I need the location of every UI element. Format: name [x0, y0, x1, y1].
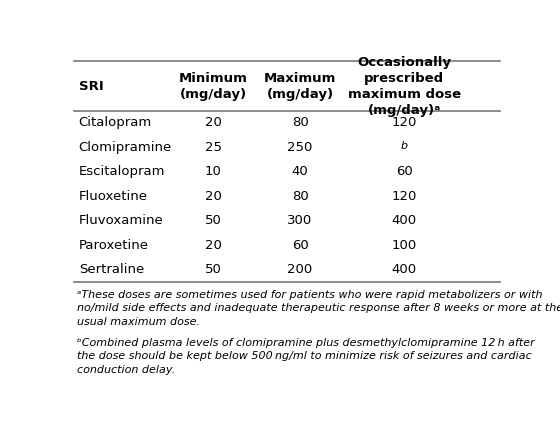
Text: ᵇCombined plasma levels of clomipramine plus desmethylclomipramine 12 h after
th: ᵇCombined plasma levels of clomipramine … — [77, 338, 534, 374]
Text: 40: 40 — [292, 165, 309, 178]
Text: ᵃThese doses are sometimes used for patients who were rapid metabolizers or with: ᵃThese doses are sometimes used for pati… — [77, 290, 560, 327]
Text: Fluvoxamine: Fluvoxamine — [78, 214, 164, 227]
Text: 50: 50 — [205, 263, 222, 276]
Text: 60: 60 — [292, 239, 309, 252]
Text: Citalopram: Citalopram — [78, 116, 152, 129]
Text: 300: 300 — [287, 214, 312, 227]
Text: 20: 20 — [205, 190, 222, 203]
Text: 400: 400 — [391, 214, 417, 227]
Text: 25: 25 — [205, 141, 222, 154]
Text: 50: 50 — [205, 214, 222, 227]
Text: 60: 60 — [396, 165, 413, 178]
Text: 120: 120 — [391, 116, 417, 129]
Text: 80: 80 — [292, 116, 309, 129]
Text: b: b — [400, 141, 408, 151]
Text: 250: 250 — [287, 141, 312, 154]
Text: 20: 20 — [205, 239, 222, 252]
Text: Sertraline: Sertraline — [78, 263, 144, 276]
Text: Escitalopram: Escitalopram — [78, 165, 165, 178]
Text: SRI: SRI — [78, 79, 104, 93]
Text: Occasionally
prescribed
maximum dose
(mg/day)ᵃ: Occasionally prescribed maximum dose (mg… — [348, 56, 461, 116]
Text: Minimum
(mg/day): Minimum (mg/day) — [179, 71, 248, 101]
Text: Clomipramine: Clomipramine — [78, 141, 172, 154]
Text: 400: 400 — [391, 263, 417, 276]
Text: Maximum
(mg/day): Maximum (mg/day) — [264, 71, 336, 101]
Text: 120: 120 — [391, 190, 417, 203]
Text: 20: 20 — [205, 116, 222, 129]
Text: 80: 80 — [292, 190, 309, 203]
Text: 200: 200 — [287, 263, 312, 276]
Text: 100: 100 — [391, 239, 417, 252]
Text: Fluoxetine: Fluoxetine — [78, 190, 148, 203]
Text: Paroxetine: Paroxetine — [78, 239, 149, 252]
Text: 10: 10 — [205, 165, 222, 178]
